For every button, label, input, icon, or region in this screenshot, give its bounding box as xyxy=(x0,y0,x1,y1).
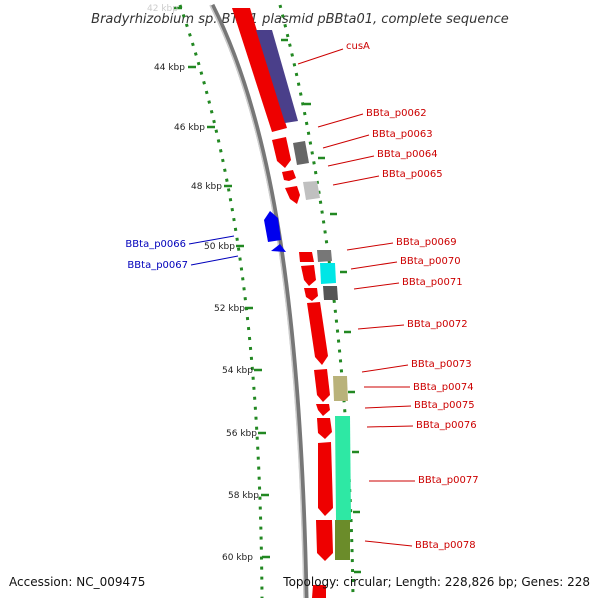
accession-text: Accession: NC_009475 xyxy=(9,575,145,589)
gene-arrow[interactable] xyxy=(301,265,316,286)
scale-label: 54 kbp xyxy=(222,366,253,376)
gene-block-aquamarine[interactable] xyxy=(335,416,351,520)
cusA-gene-block[interactable] xyxy=(256,30,298,123)
gene-label[interactable]: BBta_p0069 xyxy=(396,237,457,248)
gene-arrow[interactable] xyxy=(232,8,287,132)
scale-label: 50 kbp xyxy=(204,242,235,252)
gene-label[interactable]: BBta_p0078 xyxy=(415,540,476,551)
gene-label[interactable]: cusA xyxy=(346,41,370,52)
gene-block-gray[interactable] xyxy=(317,250,332,262)
reverse-gene-arrow[interactable] xyxy=(264,211,281,242)
gene-arrow[interactable] xyxy=(285,186,300,204)
right-connectors xyxy=(297,48,415,547)
inner-ring-ticks xyxy=(281,38,361,574)
gene-label[interactable]: BBta_p0063 xyxy=(372,129,433,140)
scale-label: 58 kbp xyxy=(228,491,259,501)
gene-arrow[interactable] xyxy=(299,252,314,262)
gene-block-olive[interactable] xyxy=(335,520,350,560)
gene-arrow[interactable] xyxy=(312,585,326,598)
gene-label[interactable]: BBta_p0064 xyxy=(377,149,438,160)
gene-arrow[interactable] xyxy=(318,442,333,516)
gene-label[interactable]: BBta_p0075 xyxy=(414,400,475,411)
scale-label: 60 kbp xyxy=(222,553,253,563)
gene-block-darkgray[interactable] xyxy=(323,286,338,300)
scale-ticks xyxy=(174,6,270,559)
gene-arrow[interactable] xyxy=(304,288,318,301)
gene-arrow[interactable] xyxy=(282,170,296,181)
gene-block-cyan[interactable] xyxy=(320,263,336,284)
outer-tick-ring xyxy=(178,4,264,599)
gene-arrow[interactable] xyxy=(272,137,291,168)
left-connectors xyxy=(188,235,239,266)
gene-label[interactable]: BBta_p0077 xyxy=(418,475,479,486)
gene-label[interactable]: BBta_p0076 xyxy=(416,420,477,431)
gene-arrow[interactable] xyxy=(316,520,333,561)
scale-label: 56 kbp xyxy=(226,429,257,439)
reverse-gene-arrow[interactable] xyxy=(271,244,286,252)
scale-label: 44 kbp xyxy=(154,63,185,73)
scale-label: 46 kbp xyxy=(174,123,205,133)
gene-label[interactable]: BBta_p0073 xyxy=(411,359,472,370)
gene-label[interactable]: BBta_p0070 xyxy=(400,256,461,267)
gene-label[interactable]: BBta_p0074 xyxy=(413,382,474,393)
gene-block-lightgray[interactable] xyxy=(303,181,320,200)
scale-label: 52 kbp xyxy=(214,304,245,314)
gene-arrow[interactable] xyxy=(316,404,330,416)
gene-label[interactable]: BBta_p0065 xyxy=(382,169,443,180)
scale-label: 48 kbp xyxy=(191,182,222,192)
gene-block-khaki[interactable] xyxy=(333,376,348,401)
gene-label[interactable]: BBta_p0067 xyxy=(127,260,188,271)
scale-label: 42 kbp xyxy=(147,4,178,14)
gene-label[interactable]: BBta_p0062 xyxy=(366,108,427,119)
forward-cds-track xyxy=(232,8,333,598)
gene-label[interactable]: BBta_p0072 xyxy=(407,319,468,330)
gene-arrow[interactable] xyxy=(314,369,330,402)
gene-label[interactable]: BBta_p0066 xyxy=(125,239,186,250)
gene-label[interactable]: BBta_p0071 xyxy=(402,277,463,288)
map-title: Bradyrhizobium sp. BTAi1 plasmid pBBta01… xyxy=(91,12,509,27)
gene-arrow[interactable] xyxy=(307,302,328,365)
topology-text: Topology: circular; Length: 228,826 bp; … xyxy=(282,575,590,589)
gene-arrow[interactable] xyxy=(317,418,332,439)
gene-block-gray[interactable] xyxy=(293,141,309,165)
